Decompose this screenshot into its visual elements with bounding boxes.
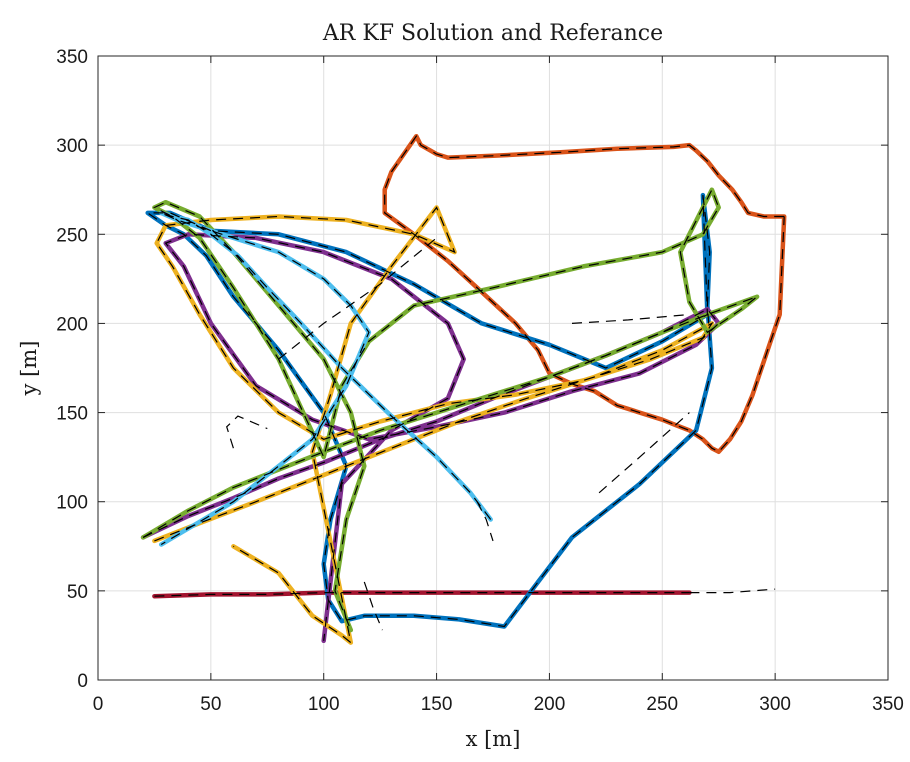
y-tick-label: 300 [56, 136, 88, 157]
reference-overlay-1 [384, 135, 785, 453]
reference-overlay-4 [142, 233, 720, 641]
x-tick-label: 0 [93, 694, 104, 715]
x-tick-label: 150 [421, 694, 453, 715]
reference-line-2 [598, 412, 690, 494]
chart-title: AR KF Solution and Referance [322, 21, 663, 46]
reference-overlay-2 [154, 592, 690, 597]
reference-line-5 [226, 415, 268, 449]
y-axis-label: y [m] [17, 341, 41, 397]
reference-overlay-7 [160, 212, 492, 546]
axis-ticks: 0 50 100 150 200 250 300 350 0 50 100 150 200 250 300 3… [56, 47, 904, 715]
plot-lines [140, 133, 787, 645]
trajectory-line-2 [152, 590, 692, 599]
plot-frame [97, 55, 889, 681]
x-axis-label: x [m] [466, 727, 521, 751]
x-tick-label: 250 [646, 694, 678, 715]
y-tick-label: 150 [56, 404, 88, 425]
y-tick-label: 350 [56, 47, 88, 68]
y-tick-label: 250 [56, 225, 88, 246]
x-tick-label: 300 [759, 694, 791, 715]
reference-overlay-5 [154, 206, 714, 645]
x-tick-label: 100 [308, 694, 340, 715]
reference-line-6 [363, 581, 383, 631]
reference-line-7 [476, 501, 494, 542]
reference-line-1 [571, 313, 690, 324]
reference-line-3 [689, 588, 776, 594]
y-tick-label: 50 [67, 582, 88, 603]
reference-overlay-6 [142, 188, 758, 631]
x-tick-label: 350 [872, 694, 904, 715]
x-tick-label: 200 [534, 694, 566, 715]
y-tick-label: 100 [56, 493, 88, 514]
y-tick-label: 0 [77, 671, 88, 692]
reference-line-4 [278, 237, 437, 360]
trajectory-line-5 [152, 205, 715, 645]
grid [97, 55, 889, 681]
x-tick-label: 50 [200, 694, 221, 715]
y-tick-label: 200 [56, 314, 88, 335]
